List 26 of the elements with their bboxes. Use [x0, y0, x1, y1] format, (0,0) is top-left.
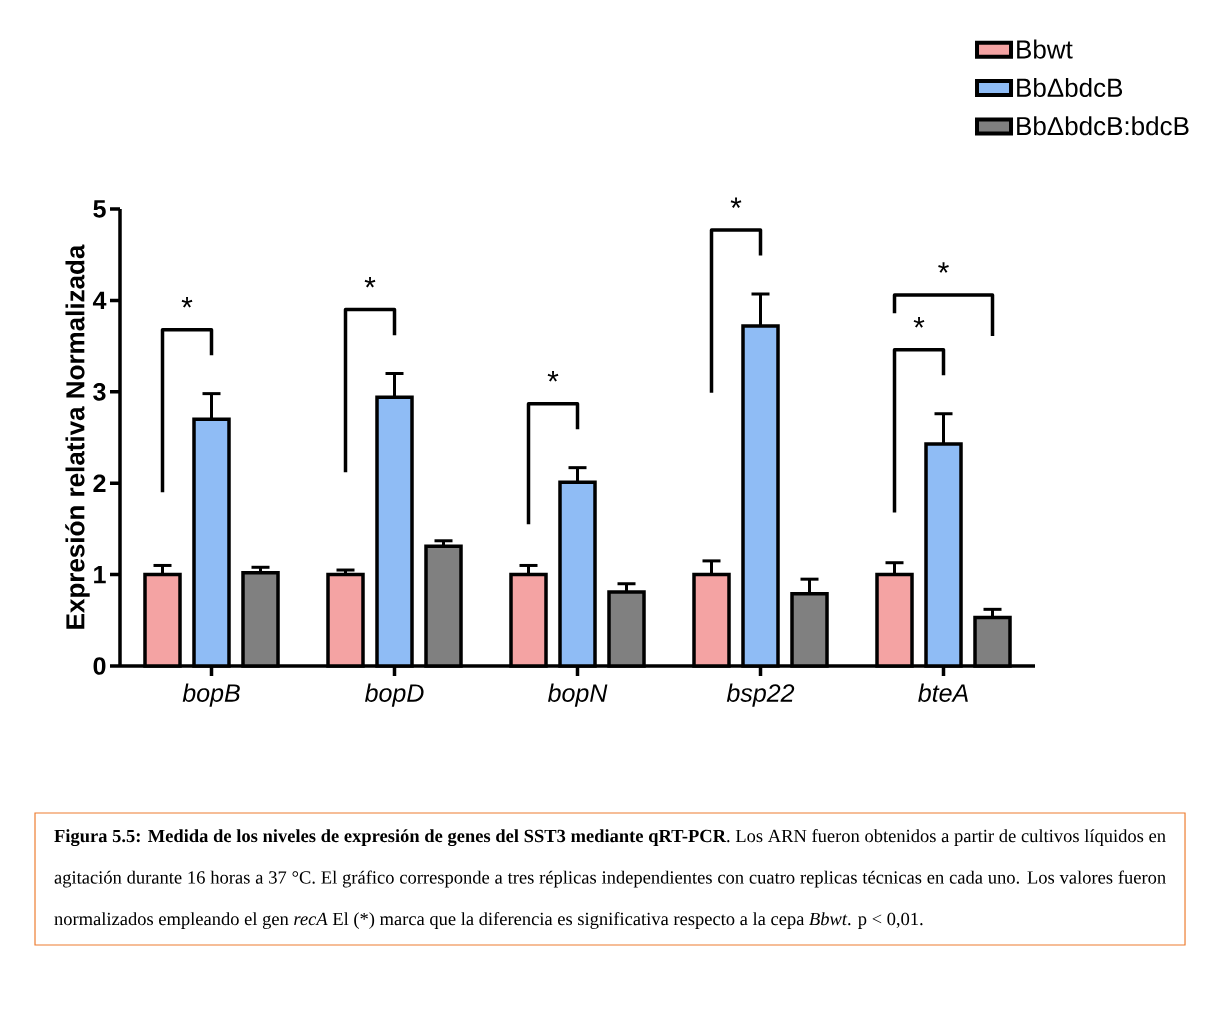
x-tick-label: bopN: [547, 683, 608, 707]
x-tick-label: bteA: [918, 683, 968, 702]
text: agitación durante 16 horas a 37 °C. El gráfico corresponde a tres réplicas independientes con cuatro replicas técnicas en cada uno. Los valores fueron: [54, 870, 1166, 888]
y-tick-label: 5: [93, 200, 106, 218]
text: Bbwt. p < 0,01.: [809, 912, 923, 929]
legend-label: BbΔbdcB: [1017, 77, 1123, 97]
annotation: *: [364, 276, 376, 288]
y-tick-label: 1: [94, 565, 106, 584]
y-tick-label: 0: [93, 657, 106, 675]
annotation: *: [938, 262, 949, 273]
y-tick-label: 3: [93, 382, 106, 401]
y-tick-label: 4: [92, 291, 107, 309]
text: *: [730, 197, 742, 208]
legend-label: Bbwt: [1017, 39, 1073, 59]
annotation: *: [181, 297, 193, 308]
text: normalizados empleando el gen recA El: [54, 912, 349, 930]
text: Figura 5.5: Medida de los niveles de expresión de genes del SST3 mediante qRT-PCR. Los ARN fueron obtenidos a partir de cultivos líquidos en: [54, 828, 1166, 847]
legend-label: BbΔbdcB:bdcB: [1017, 116, 1189, 136]
annotation: *: [547, 371, 559, 382]
annotation: *: [913, 317, 925, 328]
x-tick-label: bopB: [182, 683, 240, 707]
y-tick-label: 2: [93, 474, 106, 492]
x-tick-label: bopD: [364, 683, 424, 707]
text: (*) marca que la diferencia es significativa respecto a la cepa: [354, 911, 805, 930]
y-axis-title: Expresión relativa Normalizada: [65, 244, 90, 629]
x-tick-label: bsp22: [726, 683, 795, 707]
